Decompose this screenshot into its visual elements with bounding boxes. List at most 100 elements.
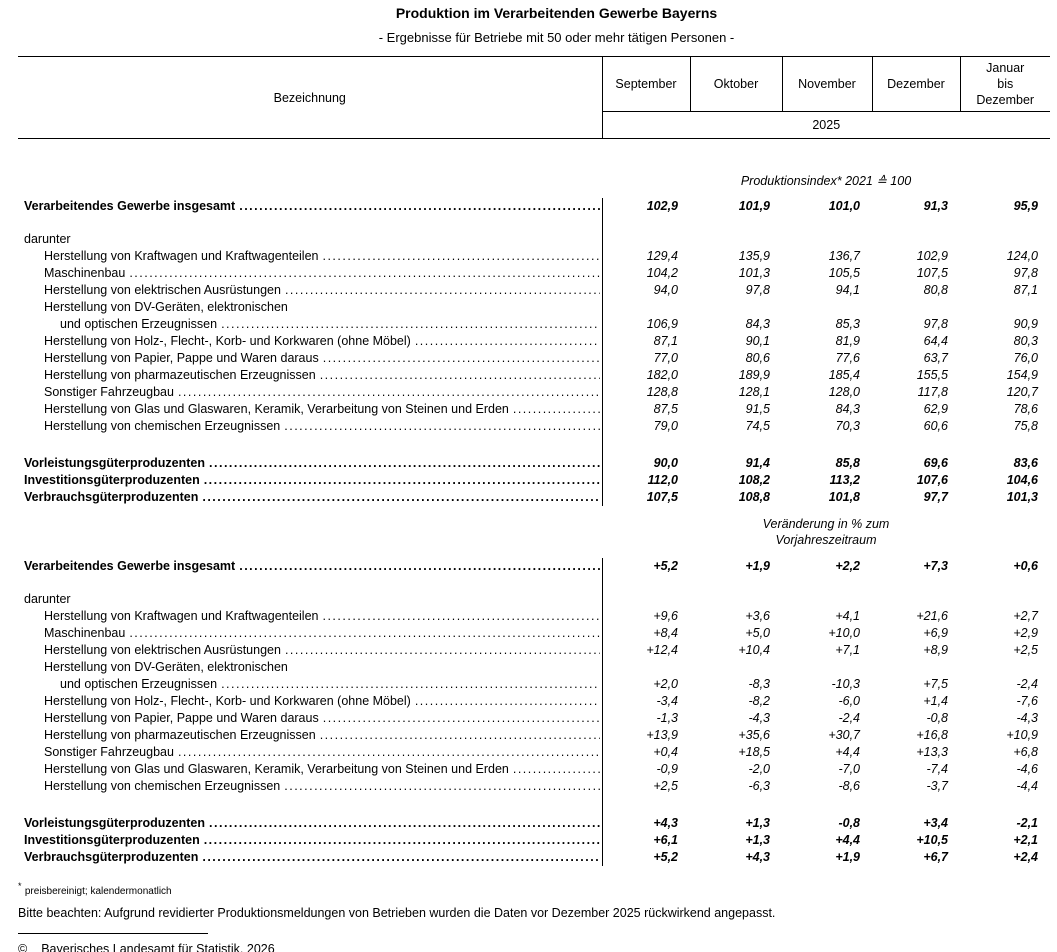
value-cell: 87,1 <box>1013 283 1038 297</box>
table-row: Verarbeitendes Gewerbe insgesamt 102,9 101… <box>18 198 1050 215</box>
value-cell: -7,0 <box>838 762 860 776</box>
value-cell: -0,9 <box>656 762 678 776</box>
value-cell: -2,4 <box>838 711 860 725</box>
value-cell: -0,8 <box>838 816 860 830</box>
value-cell: 129,4 <box>646 249 678 263</box>
dot-leader <box>415 333 600 350</box>
row-spacer <box>18 795 1050 815</box>
value-cell: 107,6 <box>916 473 948 487</box>
value-cell: -4,3 <box>1016 711 1038 725</box>
section-veraenderung: Verarbeitendes Gewerbe insgesamt +5,2 +1,9… <box>18 558 1050 866</box>
value-cell: 95,9 <box>1013 199 1038 213</box>
value-cell: 108,2 <box>738 473 770 487</box>
table-row: Sonstiger Fahrzeugbau +0,4 +18,5 +4,4 +13,3 +… <box>18 744 1050 761</box>
row-spacer <box>18 435 1050 455</box>
value-cell: +1,9 <box>835 850 860 864</box>
value-cell: +2,4 <box>1013 850 1038 864</box>
row-label: Investitionsgüterproduzenten <box>24 833 200 847</box>
revision-note: Bitte beachten: Aufgrund revidierter Pro… <box>18 906 776 920</box>
value-cell: 81,9 <box>835 334 860 348</box>
value-cell: +30,7 <box>828 728 860 742</box>
row-label: Sonstiger Fahrzeugbau <box>44 745 174 759</box>
row-label: Herstellung von DV-Geräten, elektronisch… <box>44 660 288 674</box>
value-cell: 120,7 <box>1006 385 1038 399</box>
value-cell: 70,3 <box>835 419 860 433</box>
row-label: Herstellung von Holz-, Flecht-, Korb- un… <box>44 694 411 708</box>
value-cell: +4,3 <box>745 850 770 864</box>
row-label: Verarbeitendes Gewerbe insgesamt <box>24 559 236 573</box>
value-cell: -8,3 <box>748 677 770 691</box>
dot-leader <box>415 693 600 710</box>
page-title: Produktion im Verarbeitenden Gewerbe Bay… <box>395 5 718 21</box>
row-label: Verarbeitendes Gewerbe insgesamt <box>24 199 236 213</box>
value-cell: +2,2 <box>835 559 860 573</box>
value-cell: -8,6 <box>838 779 860 793</box>
table-row: Verbrauchsgüterproduzenten 107,5 108,8 101,… <box>18 489 1050 506</box>
value-cell: 97,8 <box>745 283 770 297</box>
row-label: Herstellung von DV-Geräten, elektronisch… <box>44 300 288 314</box>
row-label: Herstellung von Glas und Glaswaren, Kera… <box>44 762 509 776</box>
value-cell: 107,5 <box>646 490 678 504</box>
row-label-cell: Vorleistungsgüterproduzenten <box>18 455 602 472</box>
value-cell: +4,4 <box>835 745 860 759</box>
value-cell: 60,6 <box>923 419 948 433</box>
value-cell: 64,4 <box>923 334 948 348</box>
value-cell: 84,3 <box>745 317 770 331</box>
value-cell: -2,1 <box>1016 816 1038 830</box>
row-spacer <box>18 575 1050 591</box>
value-cell: +3,4 <box>923 816 948 830</box>
row-label: Herstellung von Papier, Pappe und Waren … <box>44 351 319 365</box>
table-row: Herstellung von Glas und Glaswaren, Kera… <box>18 761 1050 778</box>
value-cell: -4,4 <box>1016 779 1038 793</box>
row-label: Herstellung von Kraftwagen und Kraftwage… <box>44 249 319 263</box>
row-label-cell: Maschinenbau <box>18 265 602 282</box>
value-cell: 104,6 <box>1006 473 1038 487</box>
value-cell: 77,0 <box>653 351 678 365</box>
table-row: Herstellung von pharmazeutischen Erzeugn… <box>18 727 1050 744</box>
value-cell: 97,8 <box>1013 266 1038 280</box>
value-cell: +5,2 <box>653 850 678 864</box>
value-cell: -6,3 <box>748 779 770 793</box>
value-cell: +2,7 <box>1013 609 1038 623</box>
column-header-year: 2025 <box>601 111 1050 139</box>
section-header-veraenderung-line1: Veränderung in % zum <box>762 517 890 531</box>
dot-leader <box>239 558 600 575</box>
value-cell: -2,4 <box>1016 677 1038 691</box>
column-header-september: September <box>601 56 690 112</box>
table-row: Herstellung von Holz-, Flecht-, Korb- un… <box>18 693 1050 710</box>
value-cell: 75,8 <box>1013 419 1038 433</box>
row-label: Herstellung von elektrischen Ausrüstunge… <box>44 283 281 297</box>
row-label: und optischen Erzeugnissen <box>60 317 218 331</box>
value-cell: 87,5 <box>653 402 678 416</box>
row-label-cell: Vorleistungsgüterproduzenten <box>18 815 602 832</box>
table-row: Herstellung von pharmazeutischen Erzeugn… <box>18 367 1050 384</box>
value-cell: -8,2 <box>748 694 770 708</box>
value-cell: 189,9 <box>738 368 770 382</box>
footnote-star-text: preisbereinigt; kalendermonatlich <box>24 886 172 897</box>
value-cell: +8,4 <box>653 626 678 640</box>
value-cell: +9,6 <box>653 609 678 623</box>
value-cell: +13,3 <box>916 745 948 759</box>
footer-divider <box>18 933 208 934</box>
value-cell: 62,9 <box>923 402 948 416</box>
row-label: Vorleistungsgüterproduzenten <box>24 816 206 830</box>
table-row: Verbrauchsgüterproduzenten +5,2 +4,3 +1,9 +6… <box>18 849 1050 866</box>
value-cell: 97,8 <box>923 317 948 331</box>
value-cell: 128,0 <box>828 385 860 399</box>
value-cell: +4,4 <box>835 833 860 847</box>
value-cell: +7,5 <box>923 677 948 691</box>
value-cell: 90,9 <box>1013 317 1038 331</box>
table-row: darunter <box>18 591 1050 608</box>
section-header-veraenderung-line2: Vorjahreszeitraum <box>775 533 877 547</box>
copyright-line: © Bayerisches Landesamt für Statistik, 20… <box>18 942 1057 952</box>
value-cell: +1,9 <box>745 559 770 573</box>
section-header-produktionsindex: Produktionsindex* 2021 ≙ 100 <box>740 174 912 188</box>
table-row: Maschinenbau +8,4 +5,0 +10,0 +6,9 +2,9 <box>18 625 1050 642</box>
value-cell: -7,6 <box>1016 694 1038 708</box>
dot-leader <box>284 778 600 795</box>
value-cell: 102,9 <box>646 199 678 213</box>
value-cell: 76,0 <box>1013 351 1038 365</box>
value-cell: 87,1 <box>653 334 678 348</box>
row-label: Vorleistungsgüterproduzenten <box>24 456 206 470</box>
row-label: Herstellung von Glas und Glaswaren, Kera… <box>44 402 509 416</box>
